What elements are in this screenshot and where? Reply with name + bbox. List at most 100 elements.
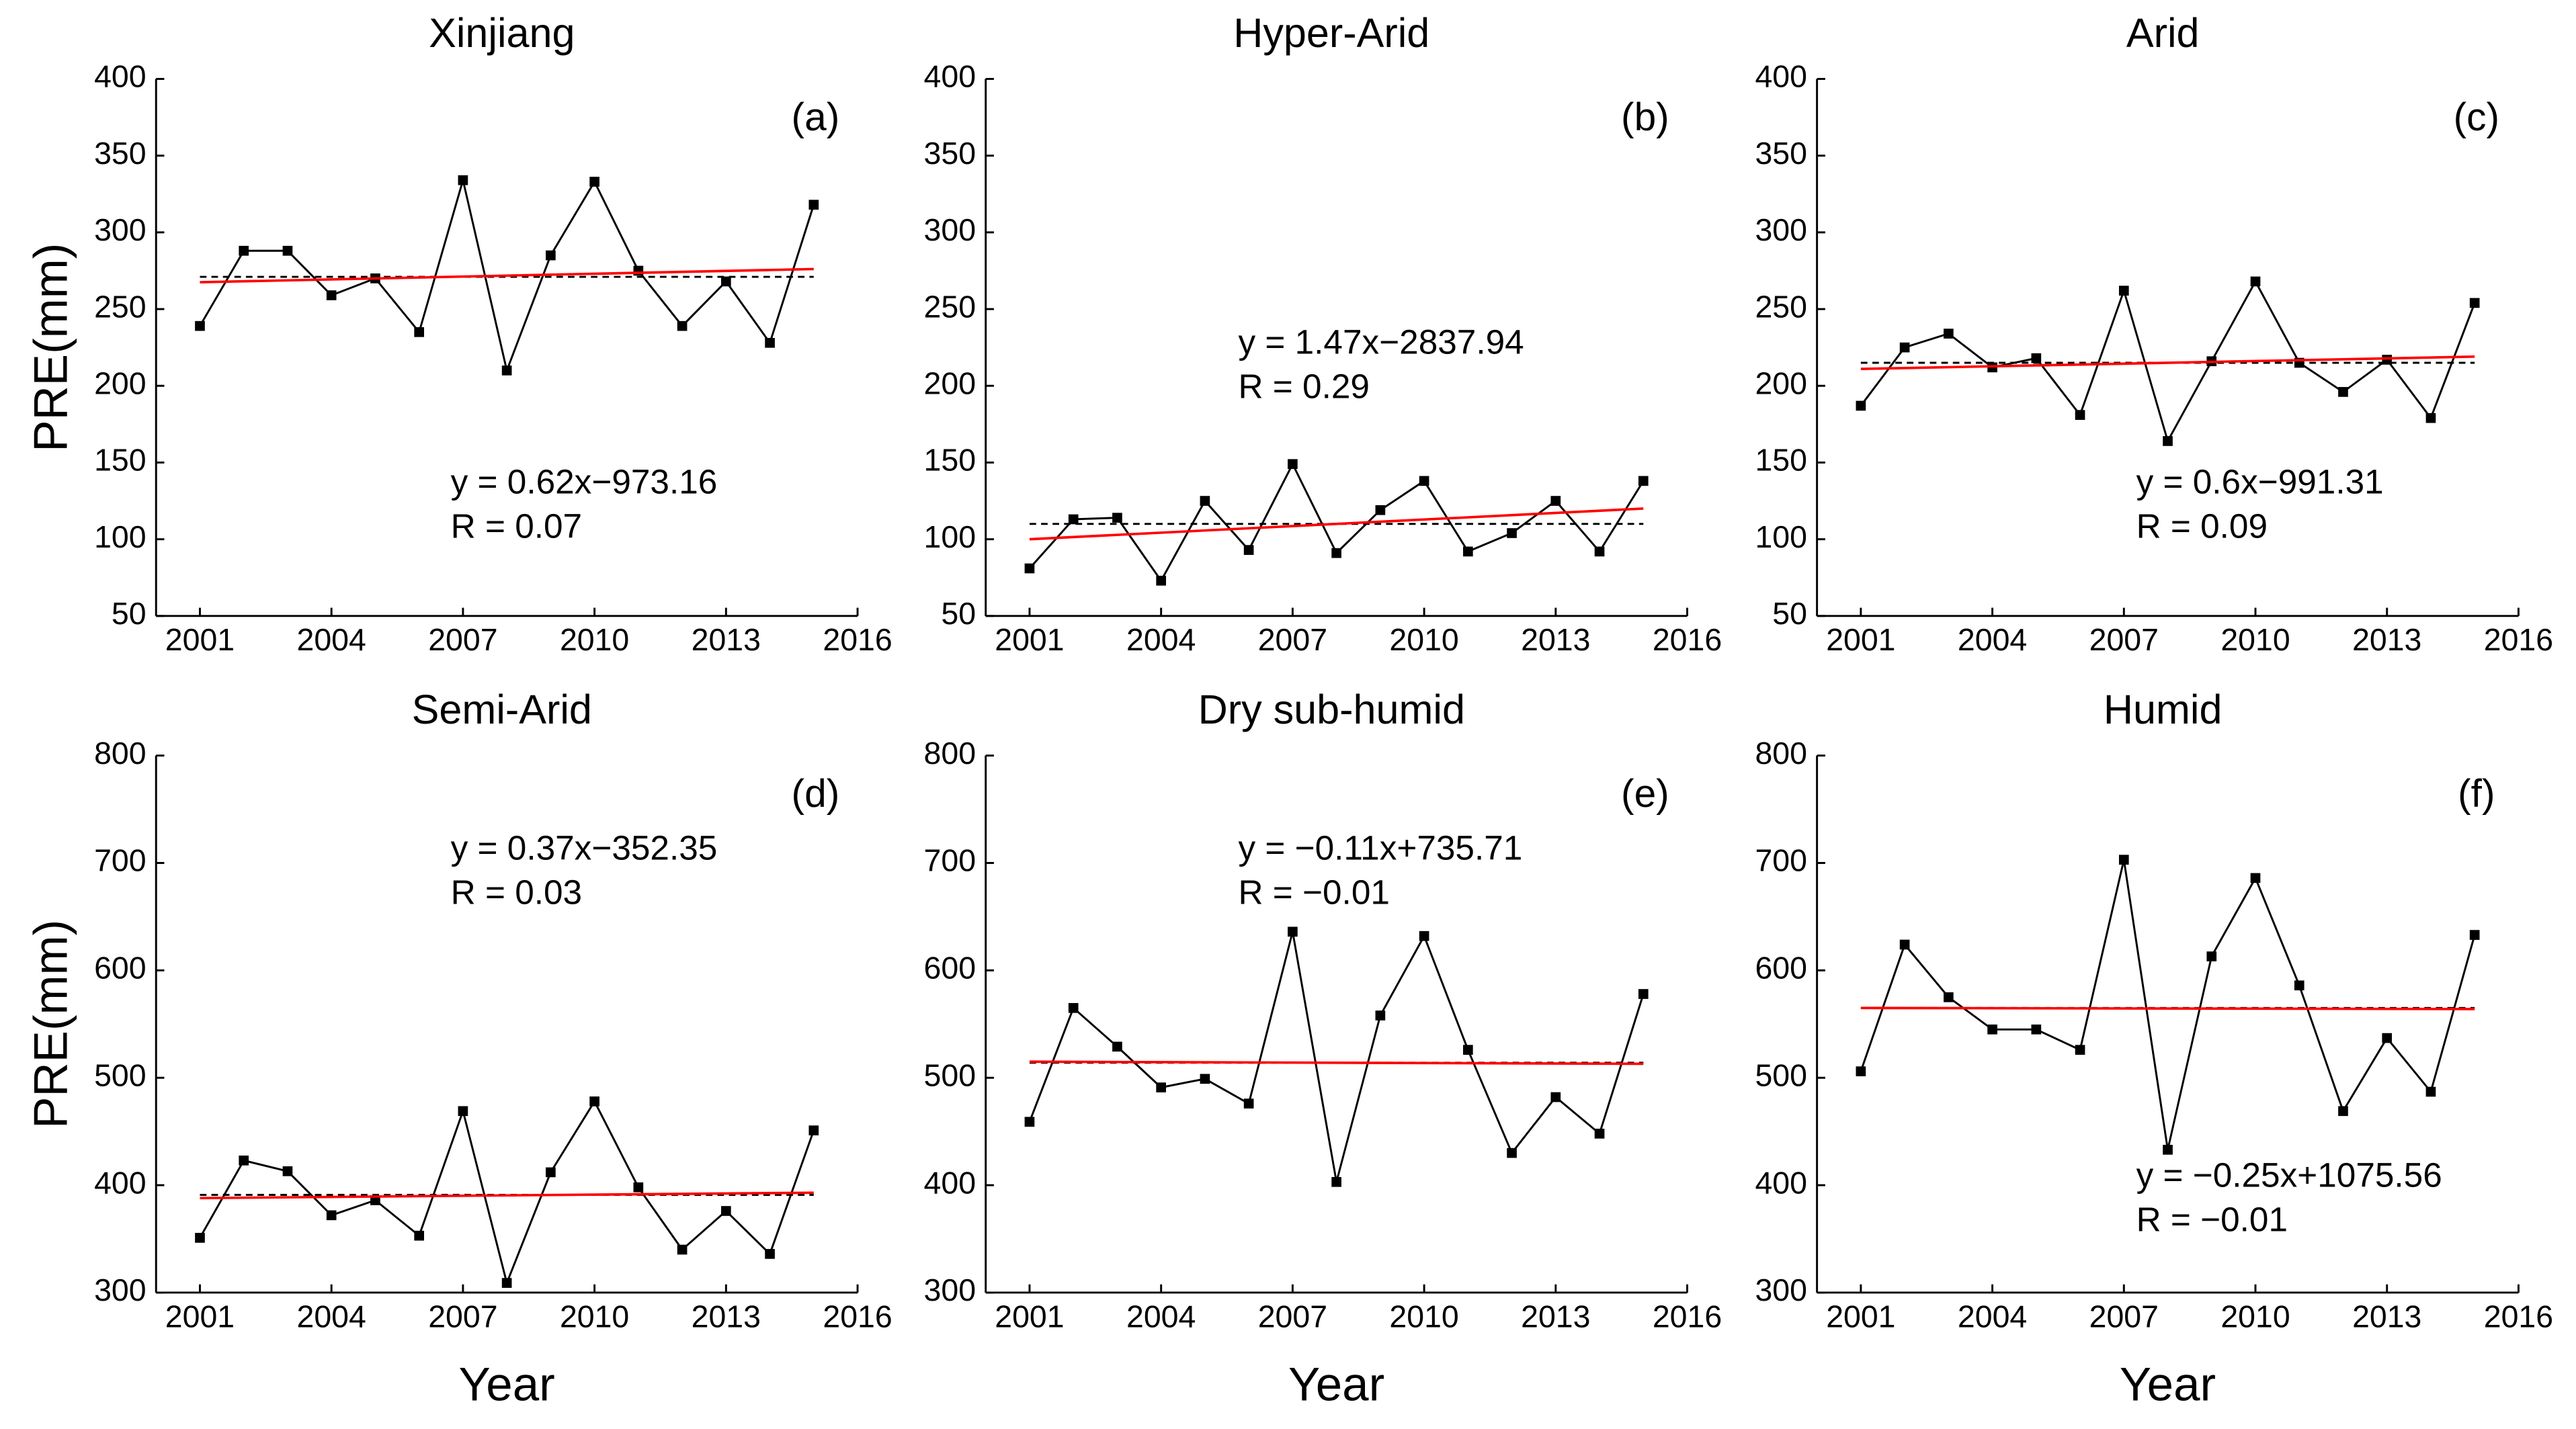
data-point <box>1288 926 1298 937</box>
x-tick-label: 2013 <box>2352 622 2421 657</box>
x-tick-label: 2016 <box>823 1299 892 1334</box>
trend-line <box>1029 1060 1644 1066</box>
data-point <box>1462 546 1473 557</box>
y-tick-label: 350 <box>924 136 976 171</box>
chart-title: Arid <box>2126 10 2200 56</box>
data-point <box>2469 930 2480 940</box>
x-tick-label: 2013 <box>1521 1299 1590 1334</box>
y-tick-label: 50 <box>941 596 976 631</box>
x-tick-label: 2007 <box>1258 622 1327 657</box>
x-tick-label: 2004 <box>1958 622 2027 657</box>
y-tick-label: 350 <box>1755 136 1806 171</box>
y-tick-label: 100 <box>94 519 146 554</box>
x-tick-label: 2001 <box>1826 622 1895 657</box>
y-tick-label: 700 <box>924 843 976 878</box>
chart-title: Semi-Arid <box>412 687 592 732</box>
x-tick-label: 2010 <box>2220 1299 2290 1334</box>
data-point <box>2250 276 2261 287</box>
data-point <box>1899 342 1910 353</box>
data-point <box>1987 1024 1997 1035</box>
data-line <box>1860 859 2476 1150</box>
data-point <box>546 250 556 261</box>
y-tick-label: 250 <box>1755 289 1806 324</box>
y-tick-label: 50 <box>112 596 147 631</box>
data-point <box>2118 855 2129 865</box>
x-tick-label: 2010 <box>1389 622 1458 657</box>
r-value: R = 0.29 <box>1238 367 1369 406</box>
equation: y = 0.37x−352.35 <box>451 829 718 867</box>
y-tick-label: 200 <box>924 366 976 401</box>
equation: y = 0.6x−991.31 <box>2136 463 2384 501</box>
x-tick-label: 2016 <box>2484 622 2553 657</box>
data-point <box>1507 1147 1517 1158</box>
data-point <box>458 1106 468 1117</box>
chart-title: Hyper-Arid <box>1233 10 1429 56</box>
data-point <box>2206 951 2217 961</box>
x-axis-label: Year <box>1288 1358 1384 1411</box>
data-point <box>2250 873 2261 883</box>
y-tick-label: 400 <box>924 59 976 94</box>
data-point <box>1288 459 1298 470</box>
data-point <box>1112 1041 1122 1052</box>
data-point <box>1331 548 1341 558</box>
data-point <box>720 276 731 287</box>
data-point <box>1944 329 1954 339</box>
data-point <box>2075 410 2085 420</box>
x-tick-label: 2010 <box>560 622 629 657</box>
x-tick-label: 2016 <box>1653 1299 1722 1334</box>
data-point <box>195 320 205 331</box>
data-point <box>2382 1033 2393 1043</box>
equation: y = 0.62x−973.16 <box>451 463 718 501</box>
y-tick-label: 300 <box>924 1272 976 1307</box>
r-value: R = −0.01 <box>2136 1200 2288 1238</box>
x-tick-label: 2001 <box>995 1299 1064 1334</box>
panel-label: (c) <box>2454 95 2499 139</box>
data-point <box>1944 992 1954 1002</box>
y-tick-label: 600 <box>924 951 976 986</box>
data-point <box>1594 1129 1605 1139</box>
data-point <box>414 1230 424 1241</box>
y-tick-label: 100 <box>1755 519 1806 554</box>
data-point <box>1156 575 1166 586</box>
x-tick-label: 2001 <box>165 622 235 657</box>
equation: y = 1.47x−2837.94 <box>1238 323 1524 361</box>
y-tick-label: 500 <box>924 1057 976 1092</box>
y-tick-label: 800 <box>94 736 146 771</box>
data-point <box>1856 1066 1866 1076</box>
panel-label: (d) <box>792 772 840 816</box>
chart-title: Xinjiang <box>429 10 575 56</box>
data-point <box>765 1249 775 1259</box>
data-point <box>1331 1176 1341 1187</box>
data-point <box>282 1166 293 1176</box>
data-point <box>501 1278 512 1288</box>
y-tick-label: 50 <box>1772 596 1807 631</box>
panel-label: (a) <box>792 95 840 139</box>
data-point <box>458 175 468 185</box>
data-point <box>2031 353 2042 363</box>
data-point <box>1550 496 1561 506</box>
data-point <box>1024 1117 1035 1127</box>
y-tick-label: 300 <box>1755 1272 1806 1307</box>
x-tick-label: 2004 <box>297 1299 366 1334</box>
y-axis-label: PRE(mm) <box>24 243 77 452</box>
data-point <box>2163 1145 2173 1155</box>
data-point <box>633 1182 644 1193</box>
data-point <box>808 200 819 210</box>
data-point <box>677 1244 688 1255</box>
data-point <box>2425 1086 2436 1097</box>
y-tick-label: 400 <box>94 59 146 94</box>
data-point <box>1375 1010 1386 1021</box>
x-tick-label: 2004 <box>297 622 366 657</box>
data-point <box>677 320 688 331</box>
data-point <box>808 1125 819 1135</box>
r-value: R = −0.01 <box>1238 873 1389 912</box>
data-point <box>2118 286 2129 296</box>
data-point <box>1550 1092 1561 1102</box>
x-tick-label: 2001 <box>995 622 1064 657</box>
data-point <box>2338 1106 2348 1117</box>
trend-line <box>200 267 814 284</box>
data-point <box>546 1167 556 1178</box>
data-point <box>326 290 337 300</box>
y-tick-label: 250 <box>924 289 976 324</box>
